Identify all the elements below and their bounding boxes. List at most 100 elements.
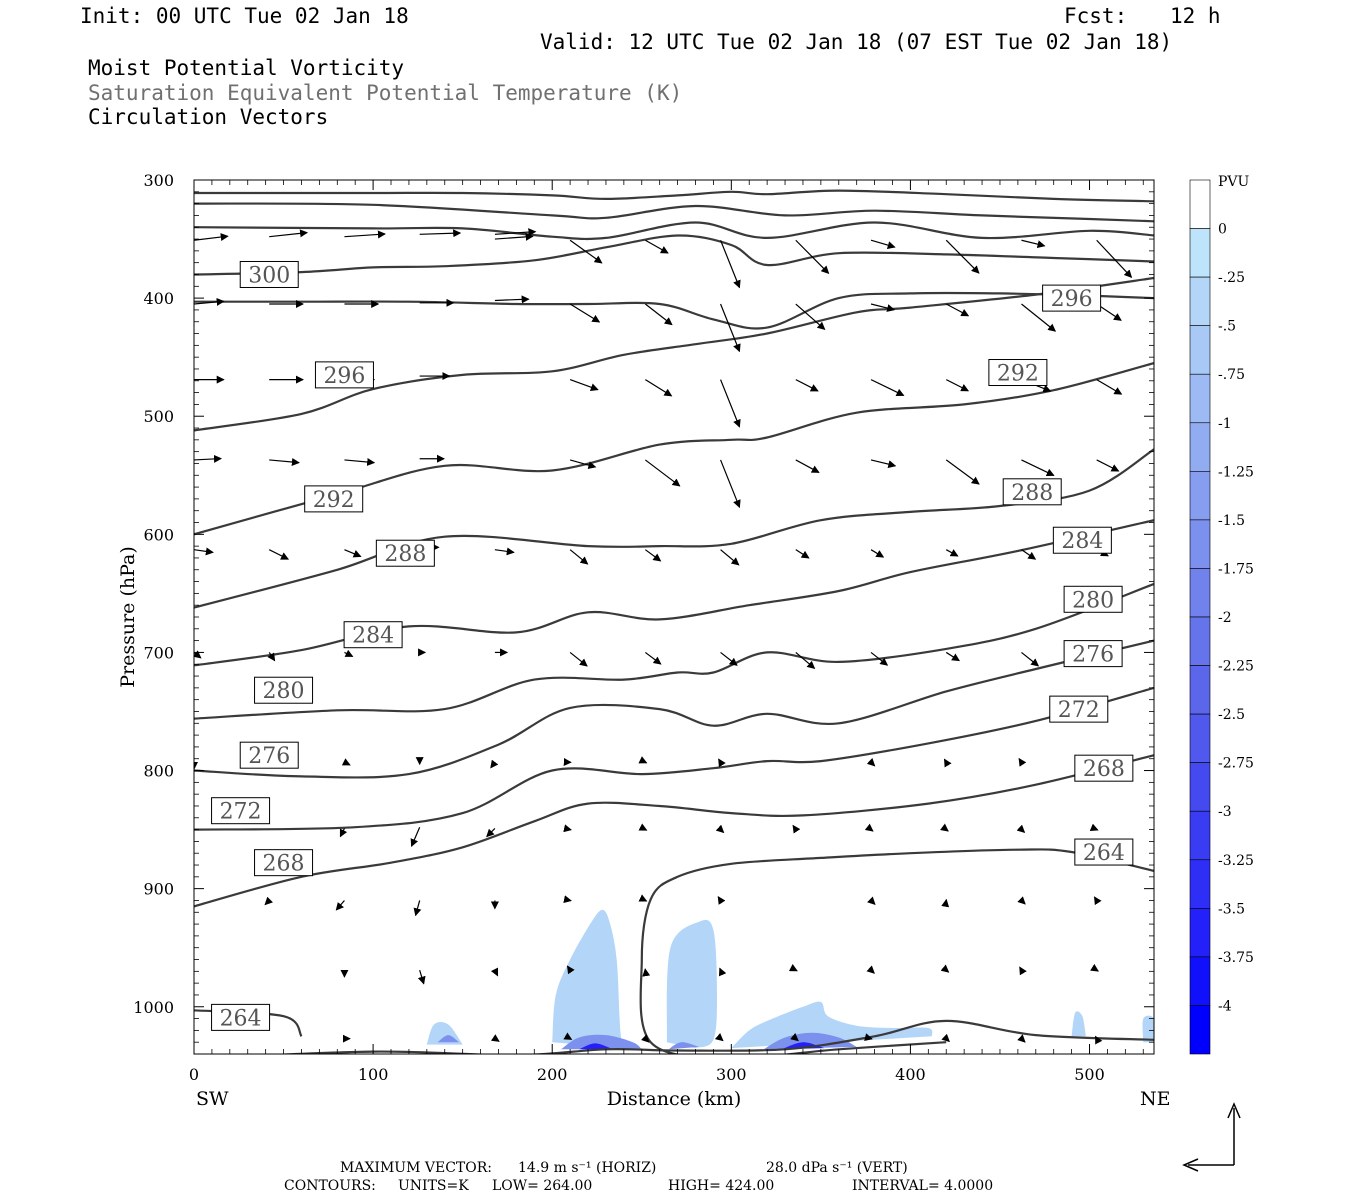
contour-label-296: 296 [1042, 284, 1102, 312]
circulation-vector [1021, 651, 1040, 667]
theta-es-contour-272 [194, 686, 1154, 831]
svg-text:272: 272 [220, 800, 262, 825]
pv-fill-region-5 [1142, 1015, 1154, 1043]
circulation-vector [945, 239, 980, 274]
circulation-vector [269, 229, 309, 238]
contour-label-264: 264 [1074, 838, 1134, 866]
pv-fill-region-8 [668, 1042, 700, 1050]
theta-es-contour-unlabeled-15 [270, 1019, 1154, 1054]
circulation-vector [269, 457, 300, 466]
contours-label: CONTOURS: [284, 1178, 376, 1194]
colorbar-swatch [1189, 1005, 1211, 1055]
colorbar-label: -4 [1218, 998, 1232, 1014]
colorbar-label: -3.5 [1218, 901, 1245, 917]
contour-label-288: 288 [375, 539, 435, 567]
contour-label-288: 288 [1002, 478, 1062, 506]
circulation-vector [1021, 549, 1037, 560]
contour-label-284: 284 [343, 621, 403, 649]
colorbar-swatch [1189, 616, 1211, 666]
pv-fill-region-9 [437, 1035, 460, 1043]
colorbar-swatch [1189, 956, 1211, 1006]
contours-units: UNITS=K [398, 1178, 469, 1194]
y-tick-label: 700 [143, 643, 174, 662]
circulation-vector [1017, 896, 1026, 905]
circulation-vector [638, 894, 648, 902]
colorbar-label: -3 [1218, 804, 1232, 820]
circulation-vector [1019, 966, 1027, 976]
colorbar-label: -1.5 [1218, 513, 1245, 529]
svg-text:288: 288 [384, 542, 426, 567]
circulation-vector [795, 303, 826, 331]
circulation-vector [864, 823, 874, 832]
colorbar-label: -2.25 [1218, 659, 1254, 675]
circulation-vector [1096, 239, 1133, 279]
colorbar-swatch [1189, 859, 1211, 909]
svg-text:284: 284 [352, 624, 394, 649]
pv-fill-region-2 [731, 1001, 933, 1049]
pv-colorbar: PVU 0 -.25 -.5 -.75 -1 -1.25 -1.5 -1.75 -2 -2.25 -2… [1189, 174, 1254, 1055]
pv-fill-region-6 [561, 1034, 642, 1050]
colorbar-swatch [1189, 810, 1211, 861]
circulation-vector [870, 549, 885, 558]
circulation-vector [344, 230, 386, 239]
pv-fill-region-7 [763, 1032, 857, 1050]
circulation-vector [1021, 239, 1046, 249]
x-tick-label: 0 [189, 1065, 199, 1084]
circulation-vector [194, 454, 222, 463]
circulation-vector [945, 379, 970, 392]
theta-es-contour-284 [194, 519, 1154, 667]
circulation-vector [945, 549, 959, 557]
circulation-vector [494, 232, 534, 241]
theta-es-contour-268 [194, 754, 1154, 908]
svg-text:264: 264 [220, 1006, 262, 1031]
theta-es-contour-unlabeled-3 [194, 234, 1154, 276]
circulation-vector [569, 303, 601, 323]
pv-fill-region-4 [1071, 1011, 1086, 1037]
pv-fill-region-0 [552, 909, 624, 1049]
colorbar-label: -.25 [1218, 270, 1245, 286]
y-axis-title: Pressure (hPa) [117, 546, 139, 688]
circulation-vector [795, 459, 820, 473]
circulation-vector [866, 965, 875, 974]
svg-text:264: 264 [1083, 841, 1125, 866]
svg-text:284: 284 [1061, 529, 1103, 554]
y-tick-label: 300 [143, 171, 174, 190]
circulation-vector [494, 295, 530, 304]
circulation-vector [945, 651, 960, 662]
theta-es-contour-292 [194, 362, 1154, 536]
circulation-vector [788, 963, 798, 972]
theta-es-contour-296 [194, 276, 1154, 432]
circulation-vector [1017, 1034, 1026, 1043]
pv-fill-region-10 [579, 1043, 614, 1050]
contours-high: HIGH= 424.00 [668, 1178, 774, 1194]
circulation-vector [645, 239, 669, 254]
contour-label-272: 272 [1049, 695, 1109, 723]
svg-text:268: 268 [1083, 757, 1125, 782]
circulation-vector [720, 240, 741, 289]
circulation-vector [335, 900, 345, 911]
circulation-vector [417, 969, 426, 985]
field-title-vectors: Circulation Vectors [88, 105, 329, 129]
circulation-vector [1016, 824, 1026, 834]
colorbar-label: -3.75 [1218, 950, 1254, 966]
colorbar-swatch [1189, 908, 1211, 958]
theta-es-contour-276 [194, 639, 1154, 779]
svg-text:296: 296 [323, 364, 365, 389]
colorbar-swatch [1189, 179, 1211, 229]
reference-vector-icon [1182, 1102, 1241, 1172]
contours-low: LOW= 264.00 [492, 1178, 592, 1194]
pv-fill-layer [426, 909, 1154, 1050]
circulation-vector [1018, 757, 1027, 767]
colorbar-label: -.5 [1218, 319, 1236, 335]
circulation-vector [490, 967, 499, 977]
circulation-vector [344, 549, 362, 558]
max-vector-horiz: 14.9 m s⁻¹ (HORIZ) [518, 1160, 656, 1176]
circulation-vector [940, 964, 950, 973]
theta-es-contour-300 [194, 189, 1154, 203]
circulation-vector [410, 826, 421, 848]
x-tick-label: 300 [716, 1065, 747, 1084]
svg-text:292: 292 [997, 362, 1039, 387]
circulation-vector [718, 967, 727, 977]
forecast-hour: 12 h [1170, 4, 1221, 28]
